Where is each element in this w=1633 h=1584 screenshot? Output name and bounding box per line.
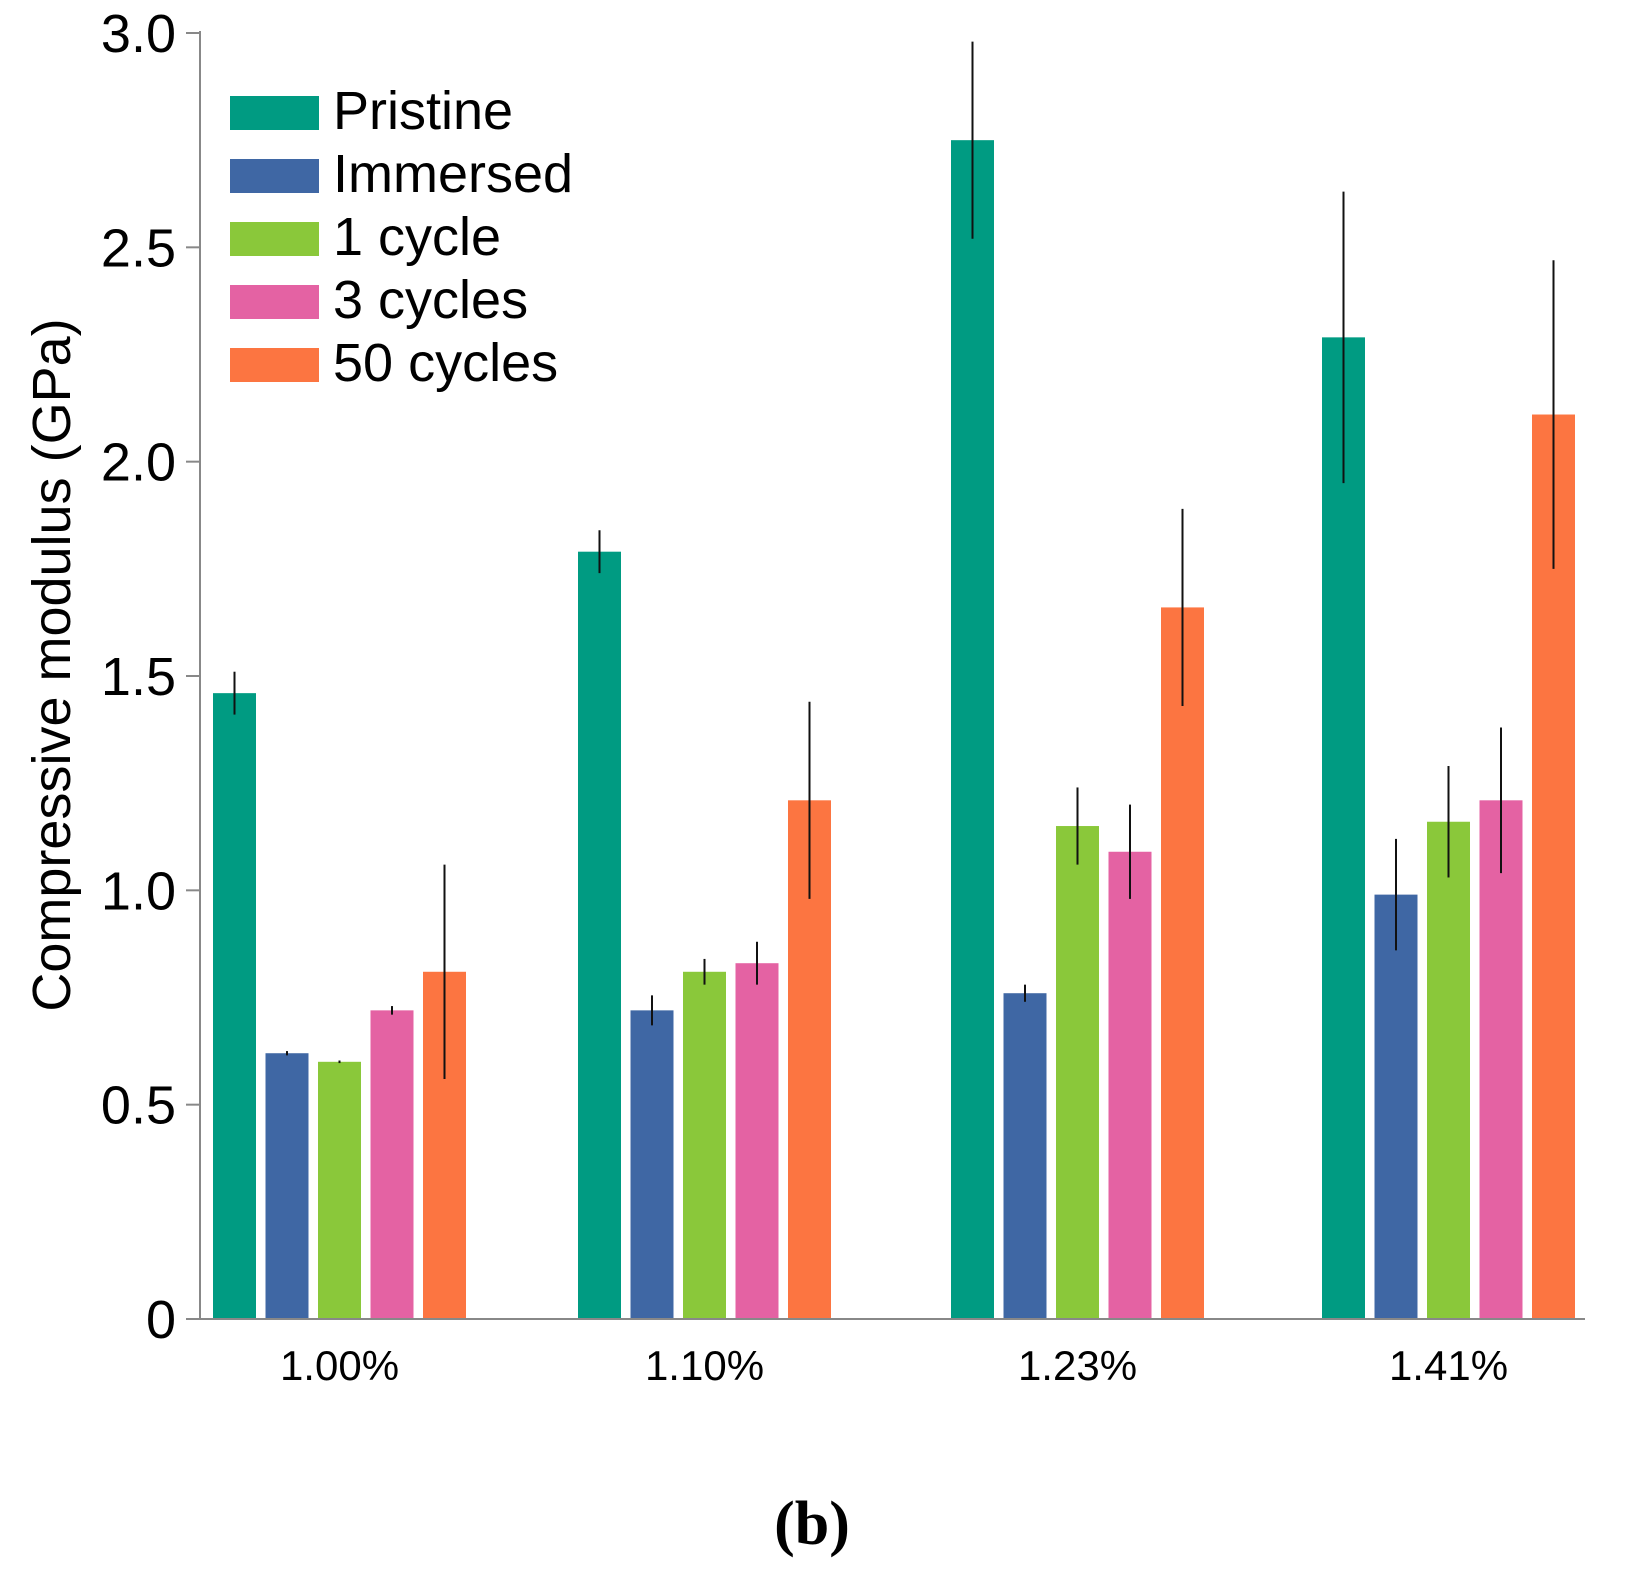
legend-label-4: 50 cycles	[333, 333, 558, 393]
bars	[213, 140, 1575, 1320]
legend-swatch-0	[230, 96, 319, 130]
panel-label: (b)	[774, 1490, 850, 1558]
legend-swatch-1	[230, 159, 319, 193]
y-tick-label-0: 0	[146, 1290, 176, 1350]
y-tick-label-3: 1.5	[101, 647, 176, 707]
bar-immersed-2	[1003, 993, 1047, 1319]
legend-label-1: Immersed	[333, 144, 573, 204]
bar-immersed-3	[1374, 894, 1418, 1319]
y-axis-label: Compressive modulus (GPa)	[22, 318, 82, 1011]
bar-pristine-1	[578, 551, 621, 1319]
bar-pristine-3	[1322, 337, 1365, 1319]
bar-1-cycle-2	[1056, 826, 1099, 1319]
y-axis: 0 0.5 1.0 1.5 2.0 2.5 3.0	[101, 4, 201, 1350]
legend-label-0: Pristine	[333, 81, 513, 141]
bar-3-cycles-0	[370, 1010, 414, 1319]
legend-label-2: 1 cycle	[333, 207, 501, 267]
y-tick-label-1: 0.5	[101, 1076, 176, 1136]
bar-1-cycle-3	[1427, 821, 1470, 1319]
x-tick-label-0: 1.00%	[280, 1342, 399, 1389]
y-tick-label-5: 2.5	[101, 218, 176, 278]
bar-pristine-2	[951, 140, 994, 1320]
y-tick-label-2: 1.0	[101, 861, 176, 921]
bar-pristine-0	[213, 693, 256, 1319]
bar-3-cycles-1	[735, 963, 779, 1319]
legend-swatch-2	[230, 222, 319, 256]
x-tick-label-3: 1.41%	[1389, 1342, 1508, 1389]
y-tick-label-4: 2.0	[101, 433, 176, 493]
bar-immersed-1	[630, 1010, 674, 1319]
bar-3-cycles-2	[1108, 851, 1152, 1319]
legend-swatch-4	[230, 348, 319, 382]
x-axis: 1.00% 1.10% 1.23% 1.41%	[200, 1318, 1585, 1389]
bar-1-cycle-1	[683, 971, 726, 1319]
x-tick-label-2: 1.23%	[1018, 1342, 1137, 1389]
bar-1-cycle-0	[318, 1061, 361, 1319]
y-tick-label-6: 3.0	[101, 4, 176, 64]
legend-label-3: 3 cycles	[333, 270, 528, 330]
bar-immersed-0	[265, 1053, 309, 1319]
legend-swatch-3	[230, 285, 319, 319]
bar-3-cycles-3	[1479, 800, 1523, 1319]
x-tick-label-1: 1.10%	[645, 1342, 764, 1389]
bar-50-cycles-2	[1161, 607, 1204, 1319]
error-bars	[233, 41, 1555, 1079]
